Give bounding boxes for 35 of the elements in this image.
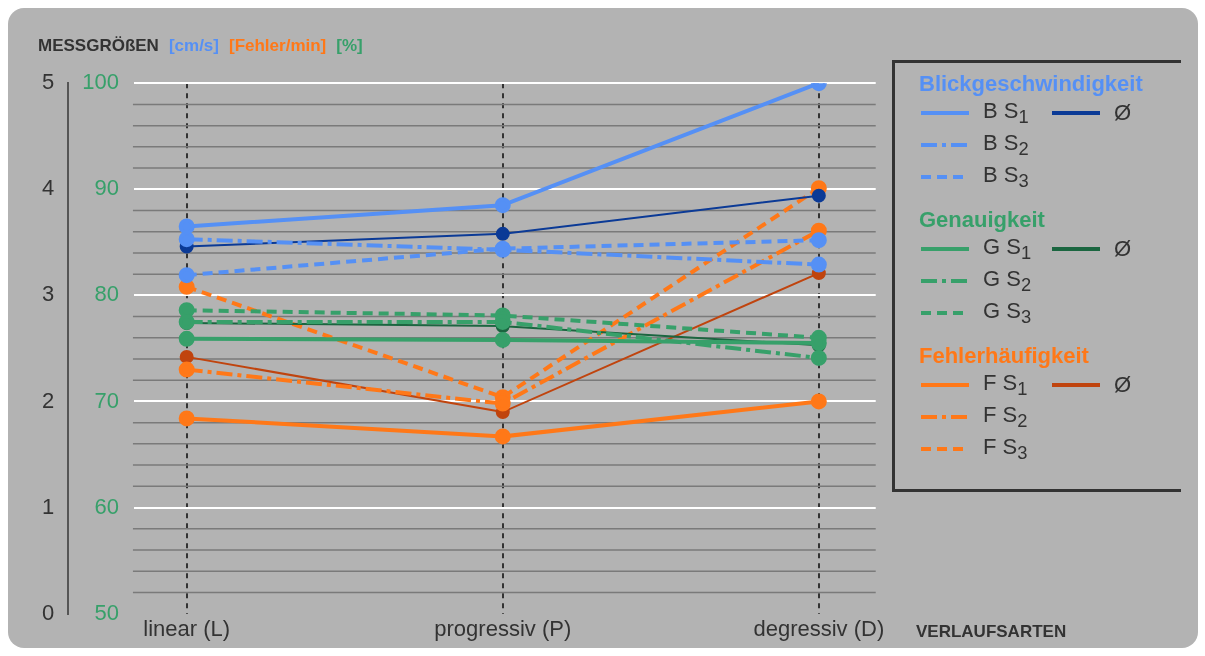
legend-label: Ø [1114,100,1132,126]
legend-label: B S$_{1}$ [983,97,1029,129]
x-tick-label: progressiv (P) [434,615,572,641]
y2-tick-label: 70 [94,387,119,413]
y2-tick-label: 80 [94,281,119,307]
legend-label: G S$_{1}$ [983,233,1032,265]
y-tick-label: 0 [41,599,55,625]
y2-tick-label: 90 [94,175,119,201]
legend-label: G S$_{3}$ [983,297,1032,329]
text: Genauigkeit [919,207,1046,233]
text: [cm/s] [168,36,219,56]
x-tick-label: linear (L) [143,615,231,641]
text: [Fehler/min] [228,36,327,56]
text: Fehlerhäufigkeit [919,343,1090,369]
legend-label: B S$_{2}$ [983,129,1029,161]
legend-label: F S$_{1}$ [983,369,1028,401]
legend-label: F S$_{2}$ [983,401,1028,433]
y-tick-label: 5 [41,69,55,95]
y2-tick-label: 60 [94,493,119,519]
text: Blickgeschwindigkeit [919,71,1144,97]
y2-axis-title: [%] [336,36,363,56]
y-tick-label: 1 [41,493,55,519]
y-tick-label: 3 [41,281,55,307]
x-axis-title: VERLAUFSARTEN [916,622,1067,642]
y-tick-label: 4 [41,175,55,201]
chart-title: MESSGRÖßEN [38,36,159,56]
x-tick-label: degressiv (D) [753,615,885,641]
legend-label: Ø [1114,236,1132,262]
legend-label: G S$_{2}$ [983,265,1032,297]
y-tick-label: 2 [41,387,55,413]
legend-label: Ø [1114,372,1132,398]
legend-label: B S$_{3}$ [983,161,1029,193]
y2-tick-label: 100 [82,69,119,95]
legend-label: F S$_{3}$ [983,433,1028,465]
y2-tick-label: 50 [94,599,119,625]
